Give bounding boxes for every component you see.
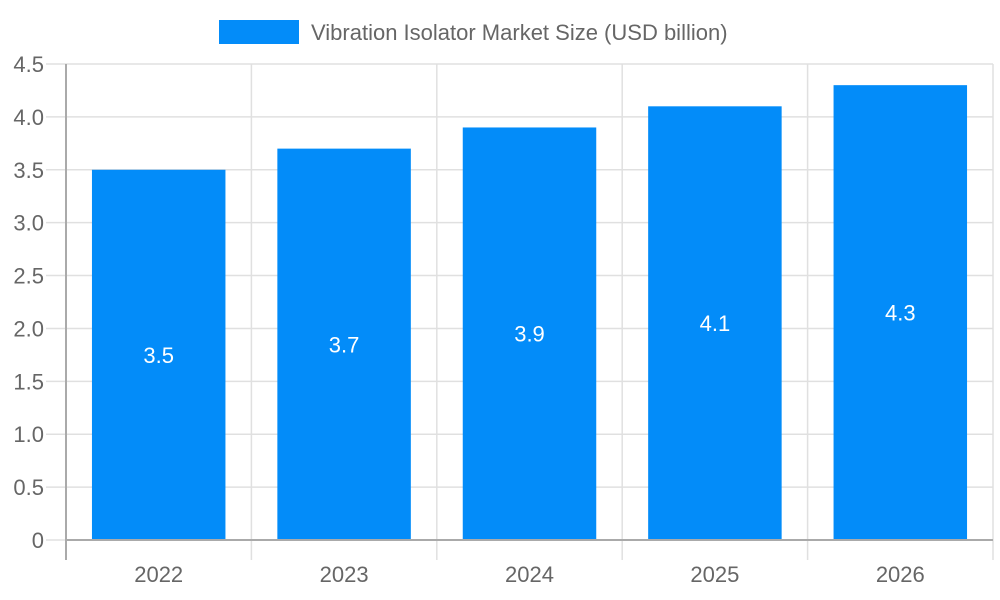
y-tick-label: 1.5	[13, 369, 44, 394]
x-tick-label: 2023	[320, 562, 369, 587]
bar-2026[interactable]	[833, 85, 968, 541]
y-tick-label: 2.5	[13, 264, 44, 289]
bar-value-label: 4.3	[885, 301, 916, 326]
x-tick-label: 2025	[690, 562, 739, 587]
legend[interactable]: Vibration Isolator Market Size (USD bill…	[219, 20, 728, 45]
bar-value-label: 3.7	[329, 332, 360, 357]
x-tick-label: 2022	[134, 562, 183, 587]
y-tick-label: 3.5	[13, 158, 44, 183]
y-tick-label: 4.0	[13, 105, 44, 130]
y-tick-label: 2.0	[13, 316, 44, 341]
bar-2025[interactable]	[648, 106, 782, 541]
bar-2022[interactable]	[91, 169, 226, 540]
legend-label: Vibration Isolator Market Size (USD bill…	[311, 20, 728, 45]
y-tick-label: 3.0	[13, 211, 44, 236]
y-tick-label: 0.5	[13, 475, 44, 500]
bar-2023[interactable]	[277, 148, 411, 540]
y-tick-label: 1.0	[13, 422, 44, 447]
legend-swatch	[219, 20, 299, 44]
bar-value-label: 3.5	[143, 343, 174, 368]
x-tick-label: 2024	[505, 562, 554, 587]
axes: 0 0.5 1.0 1.5 2.0 2.5 3.0 3.5 4.0 4.5 2022 2023 2024…	[13, 52, 993, 587]
bars: 3.5 3.7 3.9 4.1 4.3	[91, 85, 968, 541]
bar-value-label: 4.1	[700, 311, 731, 336]
y-tick-label: 0	[32, 528, 44, 553]
bar-2024[interactable]	[462, 127, 597, 540]
x-tick-label: 2026	[876, 562, 925, 587]
y-tick-label: 4.5	[13, 52, 44, 77]
bar-value-label: 3.9	[514, 322, 545, 347]
